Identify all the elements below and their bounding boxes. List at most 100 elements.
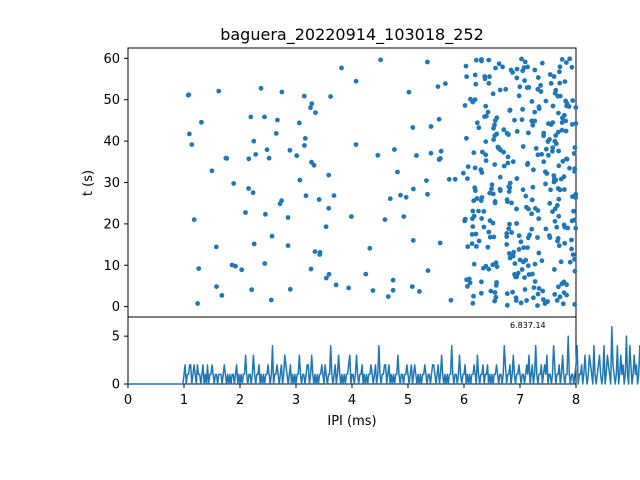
scatter-point <box>548 81 554 86</box>
x-tick-label: 5 <box>404 393 412 408</box>
scatter-point <box>500 64 505 70</box>
scatter-point <box>514 176 520 181</box>
scatter-point <box>573 191 579 197</box>
scatter-point <box>572 268 578 274</box>
scatter-point <box>572 302 578 307</box>
scatter-point <box>279 198 284 204</box>
scatter-point <box>466 276 472 282</box>
scatter-point <box>494 115 500 121</box>
scatter-point <box>301 93 307 99</box>
scatter-point <box>513 295 519 301</box>
scatter-point <box>487 190 493 196</box>
scatter-point <box>313 110 318 115</box>
scatter-point <box>543 98 549 104</box>
scatter-point <box>465 244 471 250</box>
scatter-point <box>492 298 497 304</box>
scatter-point <box>479 216 484 221</box>
scatter-point <box>482 74 488 79</box>
scatter-point <box>395 169 400 175</box>
scatter-point <box>543 181 548 187</box>
scatter-point <box>550 103 556 109</box>
scatter-point <box>569 64 575 70</box>
scatter-point <box>476 208 481 214</box>
scatter-point <box>209 168 215 174</box>
scatter-point <box>521 245 526 251</box>
scatter-point <box>535 291 541 297</box>
scatter-point <box>564 60 569 65</box>
scatter-point <box>559 120 565 125</box>
scatter-point <box>483 152 489 158</box>
scatter-point <box>191 217 197 223</box>
scatter-point <box>516 233 522 239</box>
scatter-point <box>263 211 268 217</box>
scatter-point <box>497 87 503 93</box>
scatter-point <box>353 78 359 84</box>
scatter-point <box>490 262 496 268</box>
scatter-point <box>492 290 498 295</box>
bottom-chart-series-line <box>128 325 640 385</box>
scatter-point <box>569 237 574 243</box>
scatter-point <box>520 106 525 112</box>
x-tick-label: 6 <box>460 393 468 408</box>
y-tick-label: 50 <box>103 93 120 108</box>
scatter-point <box>563 118 569 124</box>
scatter-point <box>214 284 219 289</box>
scatter-point <box>470 208 476 214</box>
scatter-point <box>570 98 576 103</box>
scatter-point <box>556 196 562 202</box>
scatter-point <box>562 224 568 230</box>
scatter-point <box>552 292 558 297</box>
scatter-point <box>302 136 308 141</box>
scatter-point <box>461 170 466 176</box>
scatter-point <box>553 133 559 138</box>
scatter-point <box>557 80 563 86</box>
scatter-point <box>390 277 396 283</box>
scatter-point <box>514 129 520 134</box>
scatter-point <box>536 286 542 291</box>
y-tick-label: 30 <box>103 176 120 191</box>
scatter-point <box>328 94 333 99</box>
scatter-point <box>543 226 549 232</box>
scatter-point <box>367 245 373 251</box>
scatter-point <box>561 174 567 180</box>
x-tick-label: 0 <box>124 393 132 408</box>
scatter-point <box>487 74 492 80</box>
scatter-point <box>525 245 530 251</box>
scatter-point <box>339 65 344 71</box>
scatter-point <box>552 267 557 272</box>
scatter-point <box>569 122 575 127</box>
scatter-point <box>539 258 545 264</box>
scatter-point <box>464 135 469 141</box>
scatter-point <box>569 246 574 252</box>
x-tick-label: 2 <box>236 393 244 408</box>
scatter-point <box>285 215 291 220</box>
scatter-point <box>560 158 566 164</box>
scatter-point <box>424 178 429 184</box>
scatter-point <box>573 121 579 126</box>
scatter-point <box>522 78 527 83</box>
scatter-point <box>471 213 477 219</box>
scatter-point <box>401 214 407 220</box>
scatter-point <box>571 151 577 156</box>
scatter-point <box>526 85 532 90</box>
scatter-point <box>493 294 499 300</box>
scatter-point <box>527 232 532 238</box>
scatter-point <box>246 156 252 162</box>
scatter-point <box>465 284 470 289</box>
scatter-point <box>465 164 471 170</box>
scatter-point <box>557 294 563 300</box>
scatter-point <box>486 266 492 272</box>
scatter-point <box>506 189 512 195</box>
x-tick-label: 7 <box>516 393 524 408</box>
scatter-point <box>476 238 482 244</box>
scatter-point <box>223 155 229 161</box>
scatter-point <box>480 149 485 155</box>
scatter-point <box>512 117 517 123</box>
scatter-point <box>501 127 507 133</box>
scatter-point <box>409 284 415 289</box>
top-chart-y-label: t (s) <box>81 170 96 196</box>
scatter-point <box>462 103 468 108</box>
scatter-point <box>472 165 478 171</box>
scatter-point <box>483 103 489 109</box>
